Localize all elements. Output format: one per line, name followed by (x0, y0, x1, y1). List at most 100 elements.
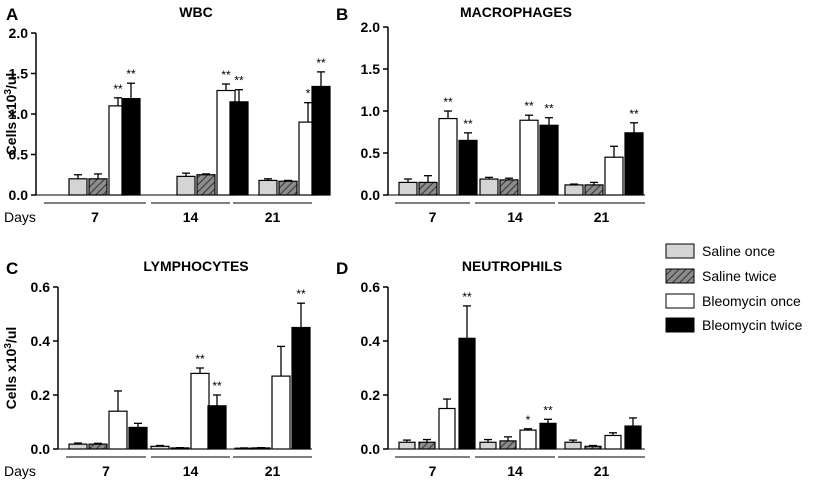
bar-c-bleomycin-twice (207, 405, 227, 450)
sig-label-b-bleomycin-twice: ** (463, 117, 473, 131)
legend-item-saline-once: Saline once (665, 243, 775, 259)
sig-label-b-bleomycin-once: ** (443, 95, 453, 109)
bar-c-saline-twice (88, 443, 108, 450)
panel-title-a: WBC (179, 4, 212, 20)
bar-b-saline-once (479, 178, 499, 196)
bar-c-bleomycin-once (190, 372, 210, 450)
bar-c-saline-twice (170, 447, 190, 450)
x-tick-label-c: 7 (102, 463, 110, 479)
panel-b: B MACROPHAGES 0.0 0.5 1.0 1.5 2.0 7 14 21 ** ** ** **… (336, 4, 645, 225)
panel-letter-c: C (6, 259, 18, 278)
y-tick-label-b: 2.0 (361, 19, 381, 35)
bar-d-bleomycin-twice (624, 425, 642, 450)
bar-c-saline-once (68, 443, 88, 450)
y-tick-label-a: 0.0 (9, 187, 29, 203)
sig-label-a-bleomycin-once: ** (221, 68, 231, 82)
sig-label-c-bleomycin-twice: ** (212, 379, 222, 393)
y-tick-label-b: 1.0 (361, 103, 381, 119)
sig-label-d-bleomycin-once: * (526, 413, 531, 427)
x-tick-label-d: 7 (429, 463, 437, 479)
bar-b-bleomycin-twice (624, 132, 644, 196)
bar-c-saline-once (234, 447, 254, 450)
sig-label-b-bleomycin-once: ** (524, 99, 534, 113)
bar-b-bleomycin-twice (458, 139, 478, 196)
days-label-c: Days (4, 463, 36, 479)
bar-b-bleomycin-once (604, 156, 624, 196)
x-tick-label-a: 14 (183, 209, 199, 225)
bar-c-bleomycin-twice (291, 326, 311, 450)
bar-a-saline-once (68, 178, 88, 196)
days-label-a: Days (4, 209, 36, 225)
x-tick-label-b: 7 (429, 209, 437, 225)
sig-label-c-bleomycin-once: ** (195, 352, 205, 366)
bar-b-saline-twice (584, 184, 604, 196)
y-tick-label-a: 0.5 (9, 147, 29, 163)
sig-label-a-bleomycin-once: * (306, 87, 311, 101)
y-tick-label-d: 0.4 (361, 333, 381, 349)
panel-title-c: LYMPHOCYTES (143, 258, 248, 274)
legend-label-saline-twice: Saline twice (702, 268, 777, 284)
bar-b-bleomycin-twice (539, 124, 559, 196)
bar-d-saline-twice (418, 441, 436, 450)
sig-label-a-bleomycin-twice: ** (316, 56, 326, 70)
panel-letter-b: B (336, 5, 348, 24)
bar-a-saline-twice (278, 180, 298, 196)
bar-c-bleomycin-once (271, 375, 291, 450)
x-tick-label-c: 21 (265, 463, 281, 479)
sig-label-d-bleomycin-twice: ** (543, 403, 553, 417)
y-tick-label-d: 0.2 (361, 387, 381, 403)
bar-a-bleomycin-twice (311, 85, 331, 196)
sig-label-b-bleomycin-twice: ** (629, 107, 639, 121)
bar-a-saline-twice (196, 174, 216, 196)
panel-letter-a: A (6, 5, 18, 24)
y-tick-label-b: 0.0 (361, 187, 381, 203)
sig-label-a-bleomycin-once: ** (113, 82, 123, 96)
panel-title-d: NEUTROPHILS (462, 258, 562, 274)
bar-d-bleomycin-once (519, 429, 537, 450)
y-axis-label-c: Cells x103/ul (3, 327, 20, 410)
x-tick-label-a: 7 (91, 209, 99, 225)
y-tick-label-d: 0.6 (361, 279, 381, 295)
bar-d-bleomycin-twice (458, 337, 476, 450)
x-tick-label-c: 14 (183, 463, 199, 479)
legend: Saline once Saline twice Bleomycin once … (665, 243, 803, 333)
bar-a-saline-once (176, 175, 196, 196)
sig-label-c-bleomycin-twice: ** (296, 287, 306, 301)
panel-c: C LYMPHOCYTES 0.0 0.2 0.4 0.6 Cells x103/ul Day… (3, 258, 312, 479)
sig-label-d-bleomycin-twice: ** (462, 290, 472, 304)
legend-item-bleomycin-once: Bleomycin once (665, 293, 801, 309)
bar-b-saline-once (564, 184, 584, 196)
y-tick-label-c: 0.6 (31, 279, 51, 295)
sig-label-b-bleomycin-twice: ** (544, 102, 554, 116)
bar-c-bleomycin-twice (128, 426, 148, 450)
legend-label-bleomycin-twice: Bleomycin twice (702, 317, 803, 333)
bar-b-saline-once (398, 181, 418, 196)
x-tick-label-a: 21 (265, 209, 281, 225)
legend-swatch-saline-once (665, 243, 695, 259)
panel-title-b: MACROPHAGES (460, 4, 572, 20)
bar-c-saline-once (150, 445, 170, 450)
bar-a-saline-once (258, 179, 278, 196)
x-tick-label-b: 21 (594, 209, 610, 225)
bar-c-bleomycin-once (108, 410, 128, 450)
bar-b-saline-twice (499, 179, 519, 196)
y-tick-label-b: 1.5 (361, 61, 381, 77)
y-tick-label-a: 1.5 (9, 66, 29, 82)
legend-item-saline-twice: Saline twice (665, 268, 777, 284)
y-tick-label-a: 2.0 (9, 25, 29, 41)
legend-swatch-bleomycin-once (665, 293, 695, 309)
legend-item-bleomycin-twice: Bleomycin twice (665, 317, 803, 333)
bar-d-bleomycin-once (438, 407, 456, 450)
y-tick-label-a: 1.0 (9, 106, 29, 122)
panel-letter-d: D (336, 259, 348, 278)
bar-b-bleomycin-once (438, 117, 458, 196)
x-tick-label-d: 21 (594, 463, 610, 479)
bar-a-saline-twice (88, 178, 108, 196)
bar-d-saline-once (564, 441, 582, 450)
legend-label-bleomycin-once: Bleomycin once (702, 293, 801, 309)
bar-d-saline-once (398, 441, 416, 450)
bar-a-bleomycin-twice (121, 98, 141, 196)
bar-a-bleomycin-twice (229, 101, 249, 196)
y-axis-label-a: Cells x103/ul (3, 73, 20, 156)
